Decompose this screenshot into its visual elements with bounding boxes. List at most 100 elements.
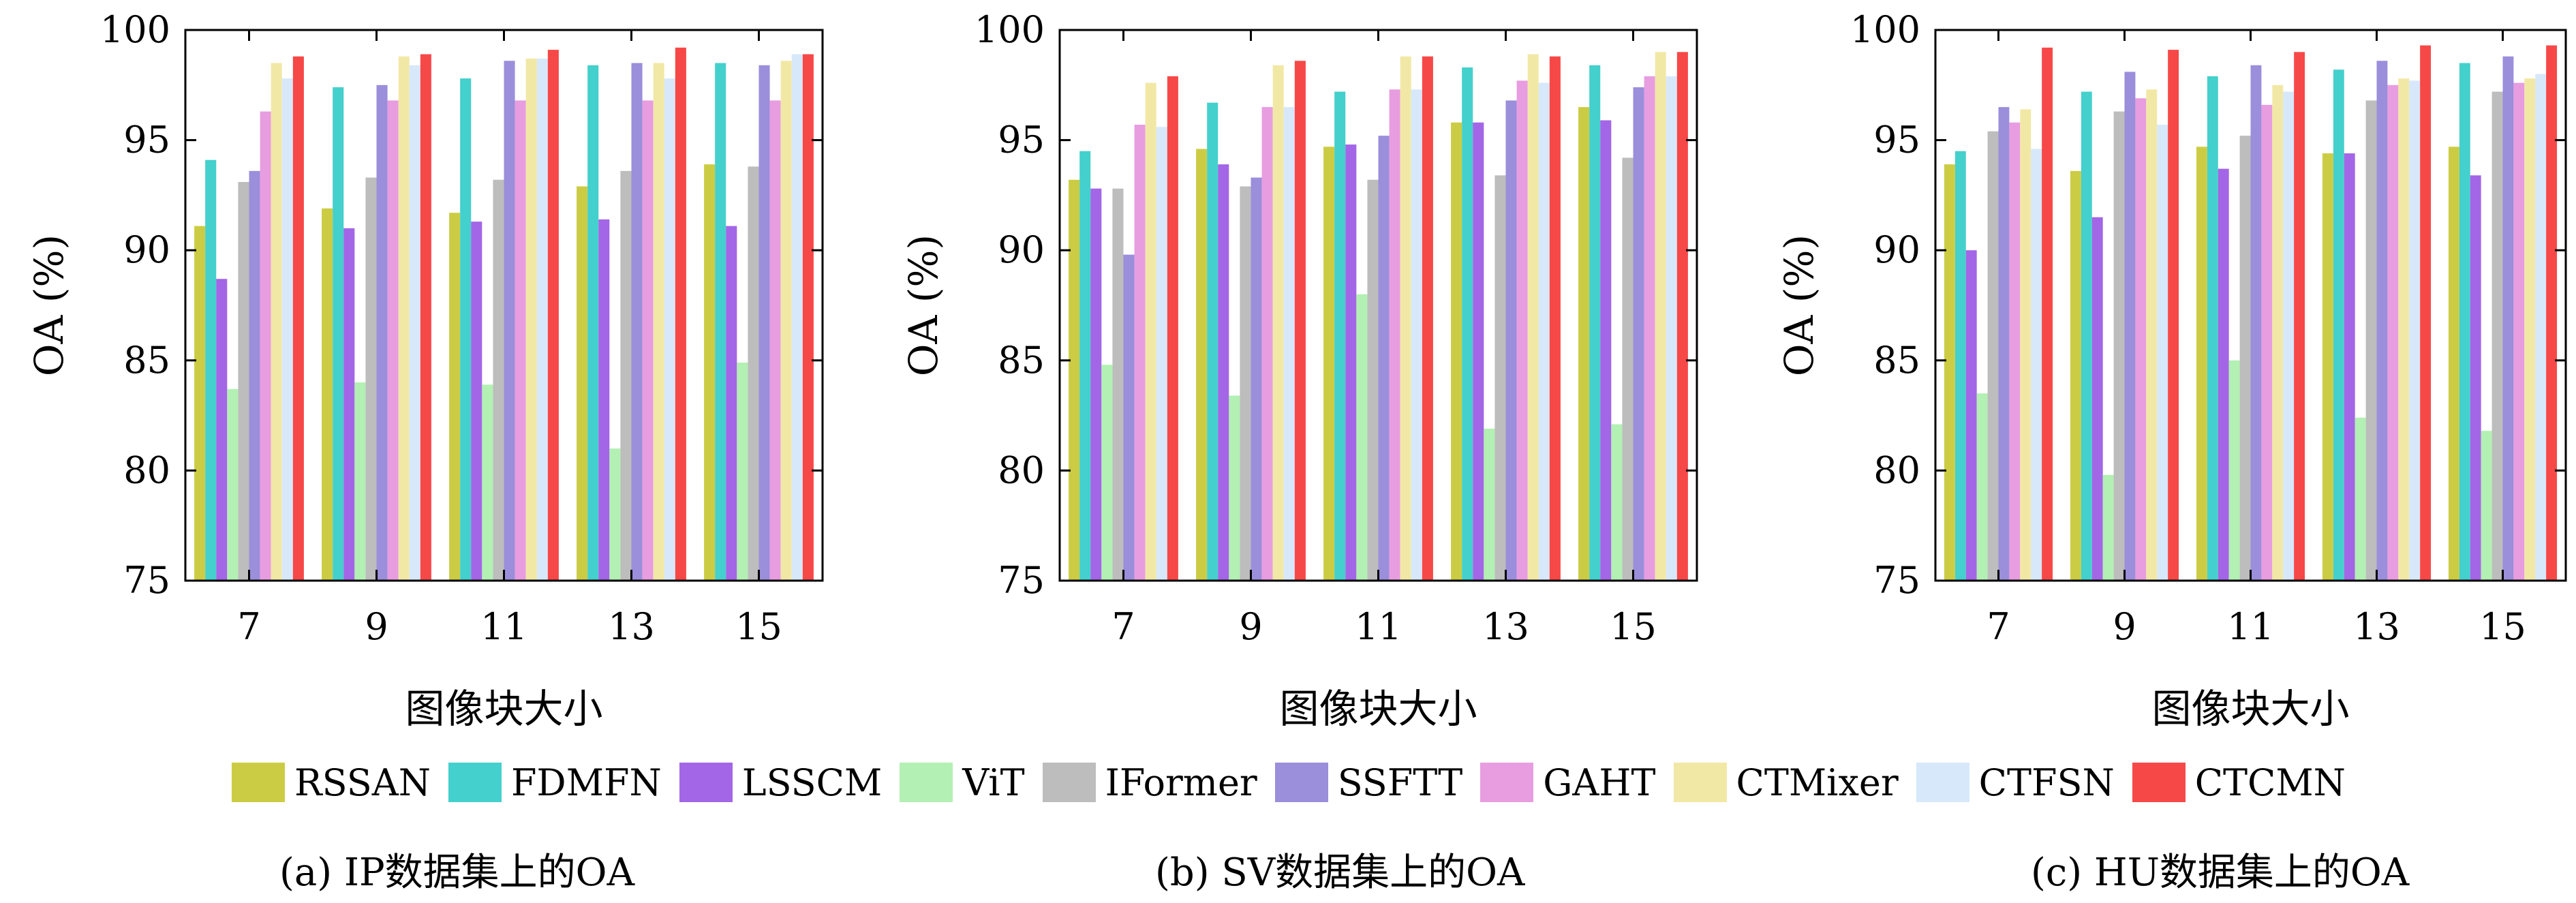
legend-label: IFormer (1105, 761, 1257, 804)
legend-item: LSSCM (679, 761, 882, 804)
bar (2196, 147, 2207, 581)
bar (1196, 149, 1208, 581)
bar (1655, 52, 1666, 581)
bar (1389, 89, 1400, 581)
bar (1378, 136, 1390, 581)
bar (1323, 147, 1335, 581)
bar (1400, 56, 1411, 581)
bar (2168, 50, 2179, 581)
bar (376, 85, 388, 581)
legend-label: CTCMN (2194, 761, 2346, 804)
bar (758, 65, 770, 581)
legend-swatch (232, 763, 285, 802)
y-tick-label: 95 (998, 119, 1045, 162)
bar (1101, 365, 1113, 581)
bar (664, 78, 675, 581)
bar (1578, 107, 1590, 581)
x-tick-label: 11 (480, 605, 527, 648)
y-tick-label: 75 (998, 559, 1045, 602)
y-tick-label: 80 (998, 448, 1045, 491)
bar (536, 59, 548, 581)
bar (2535, 74, 2547, 581)
y-axis-label: OA (%) (1776, 234, 1822, 376)
bar (2157, 124, 2168, 581)
y-tick-label: 80 (1873, 448, 1920, 491)
legend-item: FDMFN (448, 761, 662, 804)
bar (1294, 61, 1306, 581)
bar (2272, 85, 2284, 581)
y-tick-label: 100 (100, 8, 170, 51)
bar (653, 63, 664, 581)
bar (1666, 76, 1677, 581)
legend-label: SSFTT (1337, 761, 1463, 804)
bar (1156, 127, 1167, 581)
bar (2009, 122, 2021, 581)
legend-label: ViT (962, 761, 1025, 804)
bar (2042, 47, 2053, 581)
bar (1240, 186, 1251, 581)
bar (1218, 164, 1229, 581)
y-tick-label: 80 (123, 448, 170, 491)
bar (1261, 107, 1273, 581)
legend-item: RSSAN (232, 761, 431, 804)
y-axis-label: OA (%) (900, 234, 947, 376)
bar (194, 226, 206, 581)
legend-item: SSFTT (1274, 761, 1463, 804)
bar (2470, 175, 2481, 581)
y-axis-label: OA (%) (26, 234, 72, 376)
legend-label: CTFSN (1978, 761, 2115, 804)
x-tick-label: 13 (2353, 605, 2400, 648)
bar (2239, 136, 2251, 581)
bar (281, 78, 293, 581)
bar (1484, 428, 1495, 581)
bar (1345, 144, 1357, 581)
bar (737, 363, 748, 581)
bar (704, 164, 716, 581)
bar (2387, 85, 2399, 581)
bar (1954, 151, 1966, 581)
bar (748, 166, 759, 581)
chart-panel-1: 75 80 85 90 95 100 7 9 11 13 15 图像块大小 OA (%) (900, 8, 1698, 732)
bar (1367, 179, 1379, 581)
caption-c: (c) HU数据集上的OA (2031, 851, 2410, 895)
bar (460, 78, 472, 581)
legend-swatch (1480, 763, 1534, 802)
bar (2459, 63, 2470, 581)
bar (2524, 78, 2536, 581)
bar (2344, 153, 2355, 581)
bar (1134, 124, 1146, 581)
bar (2102, 474, 2114, 581)
bar (2091, 217, 2103, 581)
legend-swatch (679, 763, 733, 802)
bar (609, 448, 621, 581)
legend-label: FDMFN (510, 761, 662, 804)
chart-panel-2: 75 80 85 90 95 100 7 9 11 13 15 图像块大小 OA (%) (1776, 8, 2567, 732)
bar (1079, 151, 1091, 581)
legend-swatch (900, 763, 953, 802)
bar (249, 170, 260, 581)
bar (1538, 82, 1550, 581)
bar (1283, 107, 1295, 581)
bar (1589, 65, 1601, 581)
y-tick-label: 90 (123, 228, 170, 271)
bar (715, 63, 726, 581)
bar (547, 50, 559, 581)
bar (449, 213, 461, 581)
legend-label: RSSAN (294, 761, 431, 804)
y-tick-label: 100 (1850, 8, 1920, 51)
bar (2228, 360, 2240, 581)
bar (2365, 100, 2377, 581)
bar (292, 56, 304, 581)
bar (2218, 168, 2229, 581)
bar (238, 182, 249, 581)
bar (409, 65, 420, 581)
y-tick-label: 90 (998, 228, 1045, 271)
bar (2113, 111, 2125, 581)
bar (2502, 56, 2514, 581)
bar (642, 100, 654, 581)
x-axis-label: 图像块大小 (1279, 686, 1477, 732)
bar (1644, 76, 1655, 581)
bar (1494, 175, 1506, 581)
bar (1145, 82, 1156, 581)
bar (2448, 147, 2459, 581)
